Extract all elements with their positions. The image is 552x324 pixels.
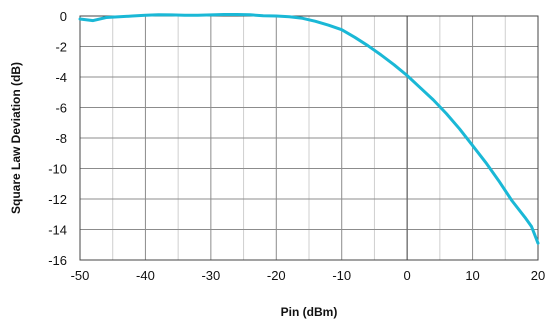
y-tick-label: -6 (55, 101, 67, 116)
y-tick-label: -12 (48, 192, 67, 207)
y-tick-label: 0 (60, 9, 67, 24)
y-tick-label: -8 (55, 131, 67, 146)
x-tick-label: -40 (136, 268, 155, 283)
y-axis-title: Square Law Deviation (dB) (9, 62, 23, 214)
grid (79, 15, 539, 261)
x-tick-label: -30 (201, 268, 220, 283)
tick-labels: -50 -40 -30 -20 -10 0 10 20 0 -2 -4 -6 -8 -10 -12 -14 -1… (48, 9, 545, 283)
x-tick-label: 10 (465, 268, 479, 283)
y-tick-label: -2 (55, 40, 67, 55)
x-tick-label: -10 (332, 268, 351, 283)
y-tick-label: -10 (48, 162, 67, 177)
series-line (78, 13, 540, 245)
x-tick-label: -50 (71, 268, 90, 283)
series-group (78, 13, 540, 245)
y-tick-label: -16 (48, 253, 67, 268)
y-tick-label: -4 (55, 70, 67, 85)
x-tick-label: -20 (267, 268, 286, 283)
plot-area-frame (79, 15, 539, 261)
x-axis-title: Pin (dBm) (281, 305, 338, 319)
x-tick-label: 0 (404, 268, 411, 283)
y-tick-label: -14 (48, 223, 67, 238)
x-tick-label: 20 (531, 268, 545, 283)
